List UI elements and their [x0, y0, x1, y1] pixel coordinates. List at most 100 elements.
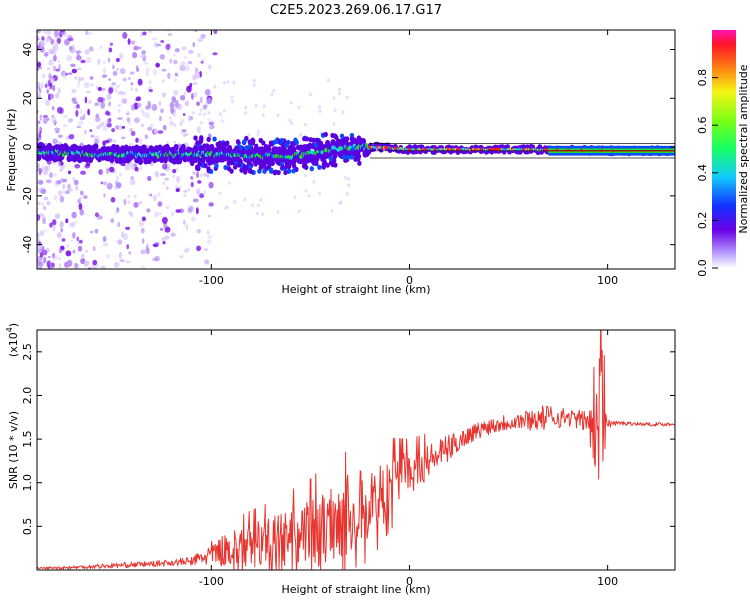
spectrogram-speckle: [50, 116, 57, 123]
spectrogram-speckle: [39, 114, 43, 121]
spectrogram-speckle: [332, 122, 336, 126]
spectrogram-speckle: [140, 31, 144, 38]
spectrogram-speckle: [56, 37, 62, 44]
spectrogram-speckle: [58, 263, 62, 269]
spectrogram-speckle: [43, 256, 47, 264]
spectrogram-speckle: [182, 219, 186, 226]
spectrogram-speckle: [46, 260, 51, 268]
spectrogram-speckle: [77, 82, 80, 88]
spectrogram-speckle: [183, 56, 187, 59]
spectrogram-speckle: [55, 130, 60, 134]
spectrogram-speckle: [37, 126, 42, 132]
spectrogram-speckle: [191, 216, 196, 222]
spectrogram-speckle: [46, 30, 52, 36]
spectrogram-cell: [223, 164, 228, 171]
spectrogram-speckle: [65, 243, 70, 249]
spectrogram-speckle: [45, 99, 50, 107]
spectrogram-speckle: [52, 49, 57, 56]
spectrogram-peak: [522, 148, 526, 151]
spectrogram-speckle: [166, 30, 170, 33]
spectrogram-ytick-label: 40: [21, 43, 34, 57]
spectrogram-cell: [238, 145, 243, 151]
spectrogram-speckle: [308, 92, 312, 97]
spectrogram-cell: [206, 136, 211, 143]
spectrogram-speckle: [153, 41, 159, 48]
spectrogram-speckle: [115, 84, 121, 89]
spectrogram-speckle: [37, 261, 44, 267]
spectrogram-speckle: [173, 140, 177, 144]
spectrogram-speckle: [128, 127, 134, 133]
spectrogram-speckle: [127, 194, 131, 199]
spectrogram-speckle: [52, 44, 57, 52]
spectrogram-cell: [199, 135, 204, 141]
spectrogram-speckle: [41, 82, 44, 89]
spectrogram-cell: [93, 143, 99, 151]
spectrogram-speckle: [85, 250, 89, 253]
spectrogram-speckle: [196, 171, 199, 179]
spectrogram-speckle: [172, 168, 177, 174]
spectrogram-speckle: [43, 117, 48, 124]
spectrogram-speckle: [87, 100, 92, 104]
spectrogram-speckle: [179, 94, 186, 101]
spectrogram-speckle: [130, 130, 136, 137]
spectrogram-cell: [195, 140, 200, 146]
spectrogram-speckle: [78, 203, 83, 211]
spectrogram-speckle: [167, 33, 173, 36]
spectrogram-speckle: [256, 203, 260, 208]
spectrogram-cell: [273, 169, 278, 175]
colorbar-tick-label: 0.6: [696, 116, 709, 134]
spectrogram-speckle: [157, 130, 164, 134]
spectrogram-speckle: [41, 36, 45, 42]
spectrogram-speckle: [57, 87, 61, 95]
spectrogram-speckle: [121, 125, 126, 129]
spectrogram-speckle: [145, 67, 150, 72]
spectrogram-speckle: [123, 91, 127, 96]
spectrogram-peak: [368, 145, 372, 149]
spectrogram-speckle: [37, 201, 41, 206]
spectrogram-speckle: [89, 76, 94, 80]
spectrogram-speckle: [196, 245, 202, 252]
spectrogram-speckle: [199, 96, 203, 104]
spectrogram-speckle: [199, 108, 203, 112]
spectrogram-cell: [360, 138, 366, 146]
spectrogram-speckle: [184, 64, 190, 72]
spectrogram-speckle: [85, 30, 88, 36]
spectrogram-speckle: [166, 140, 170, 145]
spectrogram-speckle: [117, 126, 124, 130]
spectrogram-speckle: [188, 49, 194, 54]
spectrogram-speckle: [59, 168, 63, 172]
spectrogram-speckle: [159, 227, 164, 232]
spectrogram-speckle: [69, 222, 76, 228]
spectrogram-speckle: [212, 52, 218, 56]
spectrogram-speckle: [59, 107, 64, 115]
spectrogram-speckle: [76, 67, 82, 71]
spectrogram-speckle: [203, 112, 207, 117]
spectrogram-speckle: [37, 168, 43, 172]
spectrogram-speckle: [68, 133, 75, 140]
spectrogram-speckle: [256, 132, 260, 137]
spectrogram-speckle: [71, 97, 77, 103]
spectrogram-xtick-label: 100: [597, 274, 618, 287]
spectrogram-speckle: [100, 181, 104, 185]
spectrogram-speckle: [90, 83, 95, 87]
spectrogram-cell: [226, 166, 232, 172]
spectrogram-speckle: [326, 78, 330, 82]
spectrogram-cell: [299, 154, 303, 159]
spectrogram-speckle: [40, 40, 46, 47]
spectrogram-speckle: [183, 133, 187, 138]
spectrogram-speckle: [173, 123, 177, 128]
spectrogram-speckle: [151, 37, 158, 41]
spectrogram-speckle: [208, 181, 214, 189]
spectrogram-speckle: [232, 80, 236, 85]
spectrogram-speckle: [179, 255, 184, 259]
spectrogram-speckle: [191, 176, 194, 182]
spectrogram-speckle: [44, 83, 48, 89]
spectrogram-speckle: [197, 38, 204, 43]
spectrogram-speckle: [162, 181, 166, 185]
spectrogram-speckle: [95, 117, 100, 122]
spectrogram-speckle: [261, 113, 265, 117]
spectrogram-speckle: [303, 122, 307, 127]
spectrogram-speckle: [119, 68, 126, 75]
spectrogram-speckle: [192, 198, 199, 203]
spectrogram-speckle: [261, 212, 265, 216]
